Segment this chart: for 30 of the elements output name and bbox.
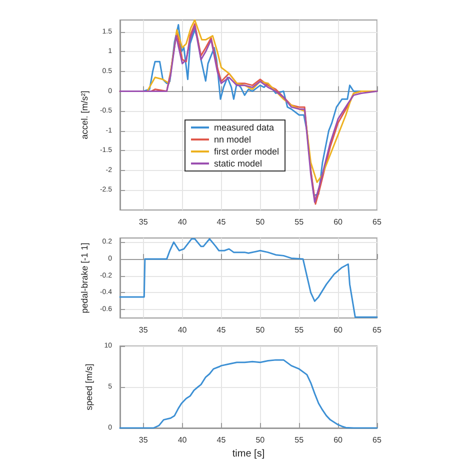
- y-axis-title: speed [m/s]: [84, 364, 94, 410]
- x-tick-label: 60: [334, 436, 344, 444]
- line-series: [119, 238, 378, 318]
- y-axis-title: pedal-brake [-1 1]: [80, 242, 90, 314]
- x-tick-label: 35: [138, 326, 148, 334]
- x-tick-label: 45: [216, 436, 226, 444]
- x-tick-label: 65: [372, 326, 382, 334]
- x-tick-label: 50: [256, 436, 266, 444]
- x-axis-title: time [s]: [232, 448, 265, 460]
- legend-label: nn model: [214, 134, 252, 144]
- x-tick-label: 55: [294, 326, 304, 334]
- x-tick-label: 55: [294, 218, 304, 226]
- y-axis-title: accel. [m/s²]: [80, 90, 90, 140]
- x-tick-label: 35: [138, 436, 148, 444]
- legend-label: first order model: [214, 146, 280, 156]
- x-tick-label: 60: [334, 218, 344, 226]
- x-tick-label: 40: [178, 218, 188, 226]
- x-tick-label: 50: [256, 218, 266, 226]
- legend-label: static model: [214, 158, 262, 168]
- legend-label: measured data: [214, 122, 274, 132]
- x-tick-label: 45: [216, 218, 226, 226]
- x-tick-label: 40: [178, 436, 188, 444]
- x-tick-label: 55: [294, 436, 304, 444]
- x-tick-label: 65: [372, 436, 382, 444]
- x-tick-label: 50: [256, 326, 266, 334]
- x-tick-label: 60: [334, 326, 344, 334]
- x-tick-label: 35: [138, 218, 148, 226]
- x-tick-label: 40: [178, 326, 188, 334]
- x-tick-label: 65: [372, 218, 382, 226]
- x-tick-label: 45: [216, 326, 226, 334]
